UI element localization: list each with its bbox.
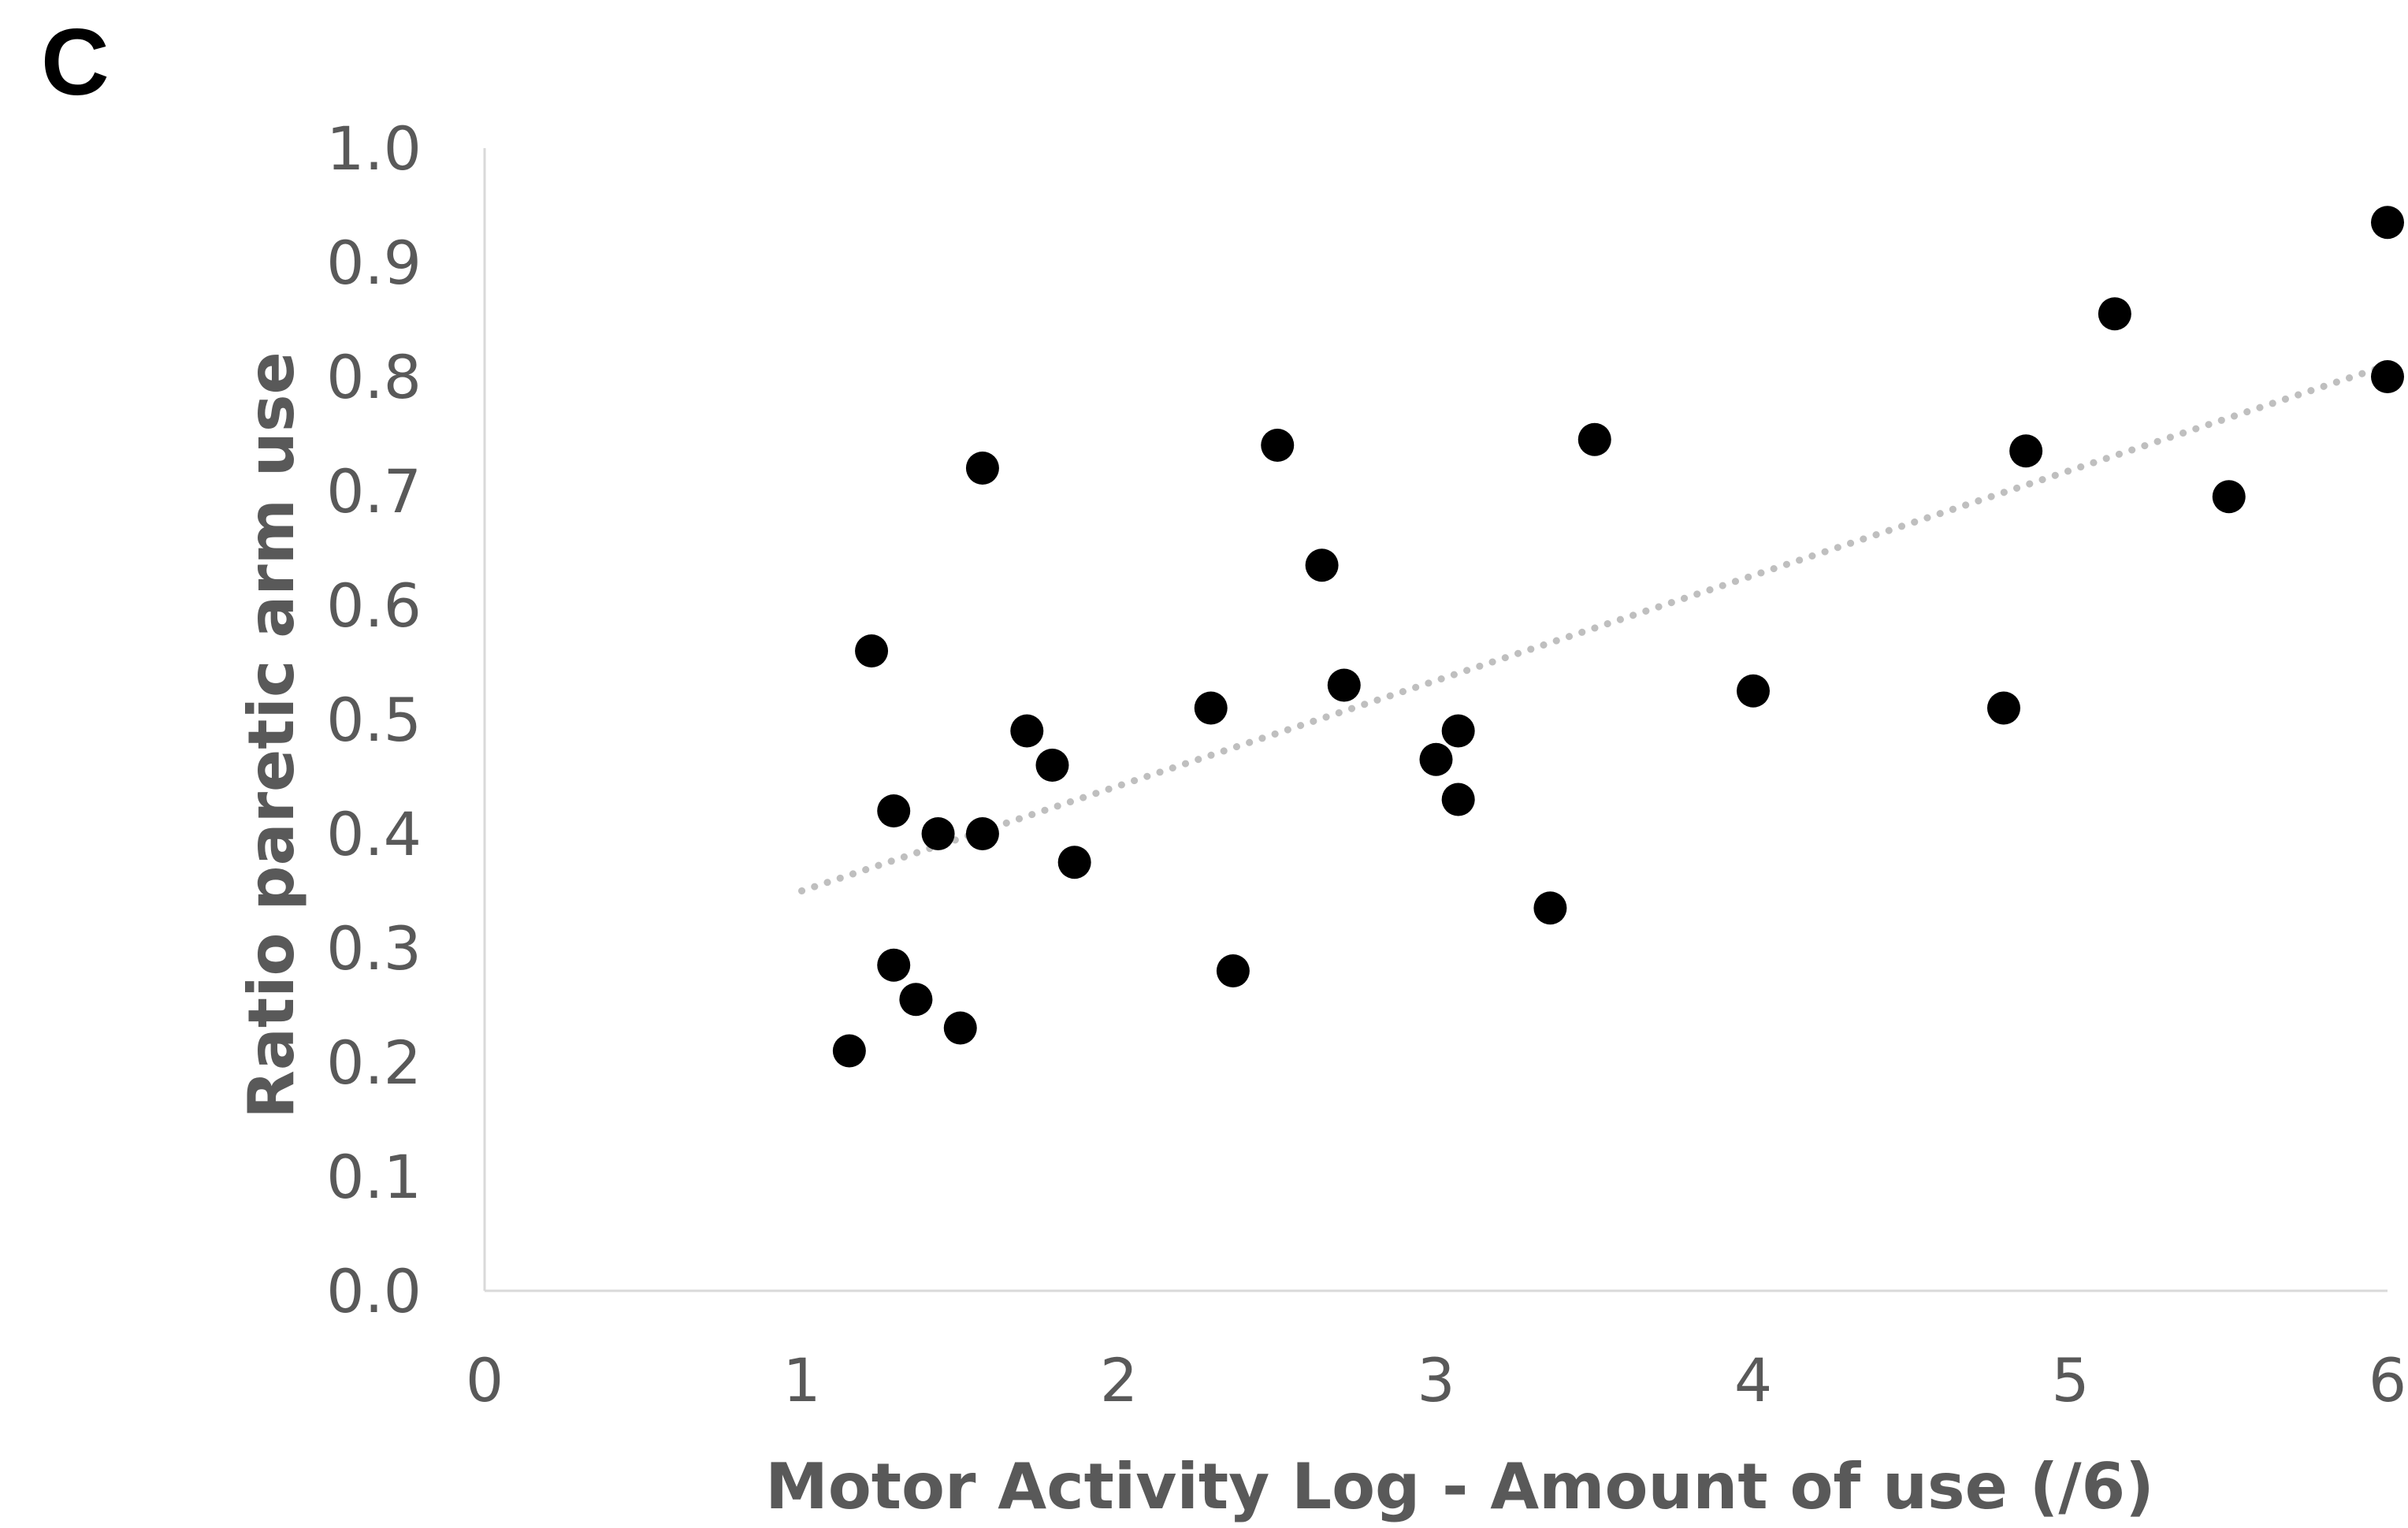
data-point bbox=[2371, 360, 2404, 393]
x-tick-label: 3 bbox=[1417, 1345, 1455, 1415]
x-tick-label: 0 bbox=[466, 1345, 504, 1415]
x-tick-label: 1 bbox=[782, 1345, 820, 1415]
data-point bbox=[921, 817, 955, 850]
x-tick-label: 6 bbox=[2369, 1345, 2406, 1415]
data-point bbox=[943, 1011, 977, 1045]
data-point bbox=[2009, 434, 2043, 468]
axes bbox=[483, 148, 2388, 1292]
data-point bbox=[899, 983, 933, 1017]
y-tick-label: 0.4 bbox=[326, 799, 422, 869]
y-tick-label: 0.5 bbox=[326, 685, 422, 755]
data-point bbox=[1305, 548, 1339, 582]
data-point bbox=[2371, 206, 2404, 240]
y-tick-label: 0.0 bbox=[326, 1256, 422, 1326]
data-point bbox=[2098, 297, 2131, 331]
x-tick-labels: 0 1 2 3 4 5 6 bbox=[466, 1345, 2406, 1415]
x-axis-title: Motor Activity Log - Amount of use (/6) bbox=[765, 1450, 2154, 1523]
data-point bbox=[2212, 480, 2246, 514]
panel-label: C bbox=[41, 9, 110, 115]
data-point bbox=[1441, 714, 1475, 748]
y-tick-label: 0.2 bbox=[326, 1028, 422, 1098]
data-point bbox=[965, 452, 999, 485]
data-point bbox=[1737, 674, 1770, 708]
y-tick-label: 0.7 bbox=[326, 456, 422, 526]
trendline bbox=[798, 362, 2391, 894]
y-tick-label: 0.9 bbox=[326, 228, 422, 298]
y-tick-label: 0.6 bbox=[326, 571, 422, 641]
data-point bbox=[1216, 954, 1250, 987]
x-tick-label: 5 bbox=[2051, 1345, 2089, 1415]
y-axis-title: Ratio paretic arm use bbox=[235, 351, 308, 1118]
data-point bbox=[1577, 422, 1611, 456]
data-point bbox=[1261, 429, 1295, 462]
data-point bbox=[1419, 742, 1453, 776]
x-tick-label: 4 bbox=[1734, 1345, 1772, 1415]
x-tick-label: 2 bbox=[1100, 1345, 1138, 1415]
data-points bbox=[832, 206, 2404, 1068]
data-point bbox=[877, 948, 911, 982]
data-point bbox=[1441, 783, 1475, 816]
data-point bbox=[1194, 691, 1228, 725]
data-point bbox=[965, 817, 999, 850]
data-point bbox=[1986, 691, 2020, 725]
data-point bbox=[1035, 749, 1069, 782]
data-point bbox=[1010, 714, 1044, 748]
data-point bbox=[877, 794, 911, 827]
data-point bbox=[1057, 846, 1091, 879]
data-point bbox=[855, 634, 889, 667]
data-point bbox=[1327, 668, 1361, 702]
y-tick-labels: 0.0 0.1 0.2 0.3 0.4 0.5 0.6 0.7 0.8 0.9 1.0 bbox=[326, 113, 422, 1326]
trendline-group bbox=[798, 362, 2391, 894]
y-tick-label: 0.1 bbox=[326, 1142, 422, 1212]
data-point bbox=[832, 1034, 866, 1068]
y-tick-label: 0.3 bbox=[326, 913, 422, 983]
data-point bbox=[1533, 891, 1567, 925]
y-tick-label: 0.8 bbox=[326, 342, 422, 412]
y-tick-label: 1.0 bbox=[326, 113, 422, 184]
